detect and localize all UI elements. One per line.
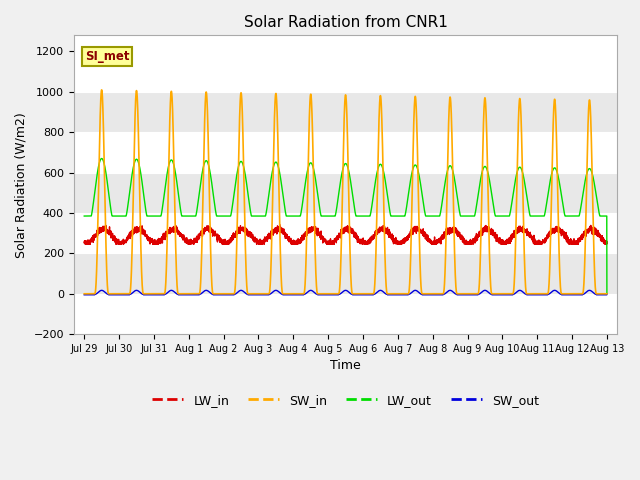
- SW_out: [602, 292, 610, 298]
- Line: LW_out: LW_out: [84, 158, 607, 294]
- SW_in: [603, 291, 611, 297]
- Bar: [74, 92, 618, 132]
- SW_out: [175, 291, 182, 297]
- Line: LW_in: LW_in: [84, 225, 607, 244]
- Legend: LW_in, SW_in, LW_out, SW_out: LW_in, SW_in, LW_out, SW_out: [147, 389, 544, 411]
- LW_in: [463, 240, 470, 246]
- Bar: [74, 294, 618, 334]
- LW_in: [276, 222, 284, 228]
- SW_in: [81, 291, 88, 297]
- LW_in: [81, 239, 88, 245]
- Title: Solar Radiation from CNR1: Solar Radiation from CNR1: [244, 15, 447, 30]
- SW_out: [603, 291, 611, 297]
- SW_in: [434, 291, 442, 297]
- Y-axis label: Solar Radiation (W/m2): Solar Radiation (W/m2): [15, 112, 28, 258]
- SW_out: [98, 288, 106, 293]
- LW_out: [603, 291, 611, 297]
- LW_out: [434, 213, 442, 219]
- SW_in: [602, 291, 610, 297]
- LW_in: [175, 229, 182, 235]
- SW_out: [326, 292, 333, 298]
- SW_in: [175, 291, 182, 297]
- LW_out: [492, 213, 500, 219]
- LW_out: [98, 156, 106, 161]
- SW_out: [81, 292, 88, 298]
- Bar: [74, 173, 618, 213]
- SW_in: [463, 291, 470, 297]
- X-axis label: Time: Time: [330, 360, 361, 372]
- LW_in: [82, 241, 90, 247]
- SW_in: [326, 291, 333, 297]
- LW_in: [603, 240, 611, 246]
- LW_in: [326, 241, 334, 247]
- SW_out: [434, 292, 442, 298]
- LW_out: [463, 213, 470, 219]
- Bar: [74, 253, 618, 294]
- LW_in: [434, 238, 442, 244]
- Bar: [74, 51, 618, 92]
- LW_out: [326, 213, 333, 219]
- SW_out: [492, 292, 500, 298]
- LW_out: [175, 190, 182, 196]
- LW_out: [81, 213, 88, 219]
- Text: SI_met: SI_met: [84, 50, 129, 63]
- Bar: [74, 213, 618, 253]
- SW_out: [463, 292, 470, 298]
- Line: SW_out: SW_out: [84, 290, 607, 295]
- SW_in: [98, 87, 106, 93]
- LW_out: [602, 213, 610, 219]
- LW_in: [492, 239, 500, 244]
- LW_in: [603, 238, 611, 244]
- Bar: [74, 132, 618, 173]
- Line: SW_in: SW_in: [84, 90, 607, 294]
- SW_in: [492, 291, 500, 297]
